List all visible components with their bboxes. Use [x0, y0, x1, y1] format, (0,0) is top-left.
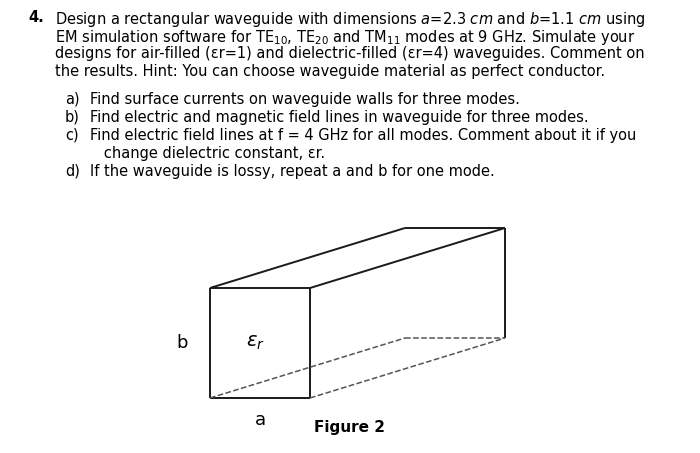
Text: c): c): [65, 128, 78, 143]
Text: d): d): [65, 164, 80, 179]
Text: b: b: [176, 334, 188, 352]
Text: Find electric and magnetic field lines in waveguide for three modes.: Find electric and magnetic field lines i…: [90, 110, 589, 125]
Text: change dielectric constant, εr.: change dielectric constant, εr.: [90, 146, 325, 161]
Text: the results. Hint: You can choose waveguide material as perfect conductor.: the results. Hint: You can choose wavegu…: [55, 64, 605, 79]
Text: designs for air-filled (εr=1) and dielectric-filled (εr=4) waveguides. Comment o: designs for air-filled (εr=1) and dielec…: [55, 46, 645, 61]
Text: EM simulation software for TE$_{10}$, TE$_{20}$ and TM$_{11}$ modes at 9 GHz. Si: EM simulation software for TE$_{10}$, TE…: [55, 28, 636, 47]
Text: Figure 2: Figure 2: [314, 420, 386, 435]
Text: Find surface currents on waveguide walls for three modes.: Find surface currents on waveguide walls…: [90, 92, 520, 107]
Text: b): b): [65, 110, 80, 125]
Text: a: a: [254, 411, 265, 429]
Text: Design a rectangular waveguide with dimensions $\it{a}$=2.3 $\it{cm}$ and $\it{b: Design a rectangular waveguide with dime…: [55, 10, 645, 29]
Text: 4.: 4.: [28, 10, 43, 25]
Text: Find electric field lines at f = 4 GHz for all modes. Comment about it if you: Find electric field lines at f = 4 GHz f…: [90, 128, 636, 143]
Text: a): a): [65, 92, 80, 107]
Text: If the waveguide is lossy, repeat a and b for one mode.: If the waveguide is lossy, repeat a and …: [90, 164, 495, 179]
Text: $\varepsilon_r$: $\varepsilon_r$: [246, 333, 265, 352]
